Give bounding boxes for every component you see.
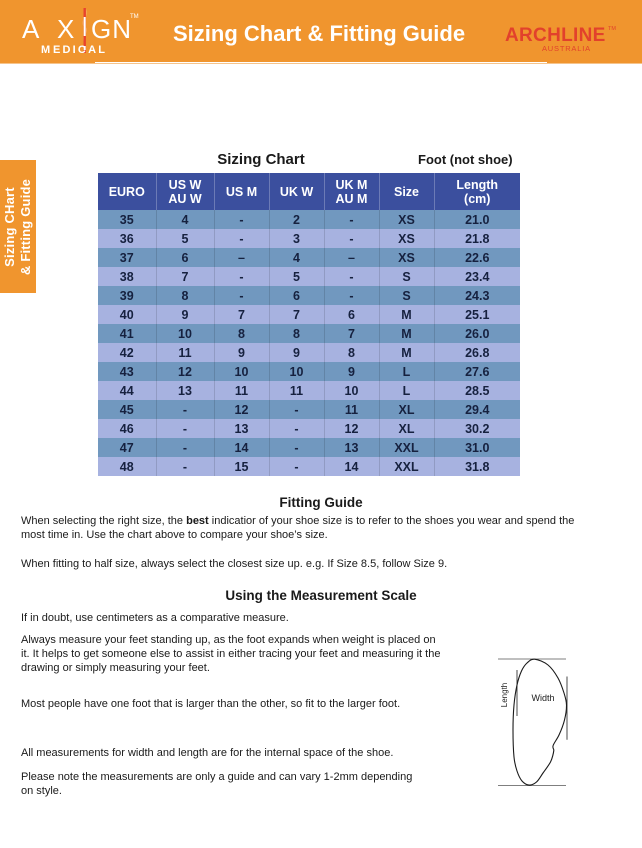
svg-text:M: M bbox=[41, 44, 52, 56]
svg-text:AUSTRALIA: AUSTRALIA bbox=[542, 44, 591, 53]
svg-text:Width: Width bbox=[531, 693, 554, 703]
svg-text:EDICAL: EDICAL bbox=[53, 44, 107, 56]
svg-text:GN: GN bbox=[91, 14, 132, 44]
svg-text:ARCHLINE: ARCHLINE bbox=[505, 25, 606, 46]
svg-text:X: X bbox=[57, 14, 75, 44]
svg-text:TM: TM bbox=[608, 26, 616, 32]
svg-text:Length: Length bbox=[500, 683, 509, 707]
svg-text:TM: TM bbox=[130, 14, 139, 20]
svg-text:A: A bbox=[22, 14, 40, 44]
